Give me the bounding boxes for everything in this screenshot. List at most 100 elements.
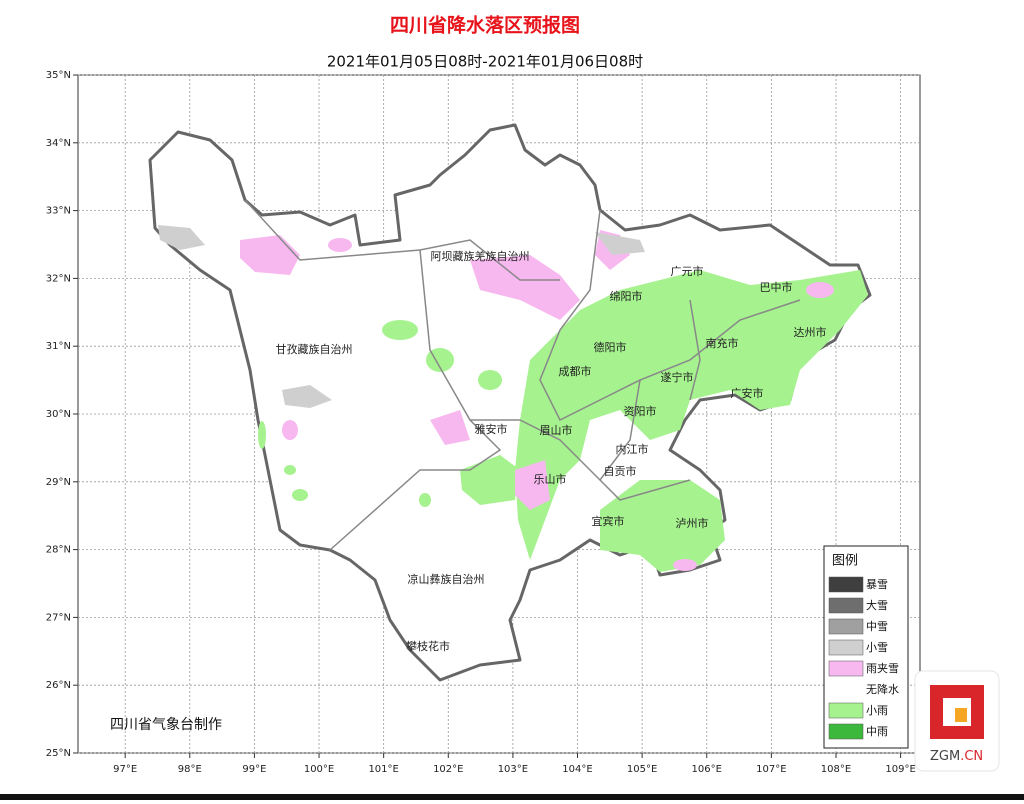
x-tick-label: 103°E — [498, 764, 528, 775]
light-rain-area — [284, 465, 296, 475]
boundary-line — [470, 419, 691, 501]
sleet-area — [806, 282, 834, 298]
watermark-name: ZGM.CN — [930, 749, 983, 764]
watermark: ZGM.CN — [914, 670, 1000, 772]
city-label: 内江市 — [616, 442, 649, 456]
sleet-area — [515, 460, 550, 510]
city-label: 甘孜藏族自治州 — [276, 342, 353, 356]
y-tick-label: 29°N — [46, 477, 71, 488]
legend-swatch — [828, 702, 864, 719]
light-rain-area — [292, 489, 308, 501]
city-label: 达州市 — [794, 325, 827, 339]
city-label: 广安市 — [731, 386, 764, 400]
city-label: 德阳市 — [594, 340, 627, 354]
city-label: 泸州市 — [676, 516, 709, 530]
light-rain-area — [419, 493, 431, 507]
legend-swatch — [828, 576, 864, 593]
legend-label: 小雪 — [866, 641, 888, 654]
legend-swatch — [828, 597, 864, 614]
light-snow-area — [595, 232, 645, 255]
map-subtitle: 2021年01月05日08时-2021年01月06日08时 — [327, 53, 643, 71]
city-label: 雅安市 — [475, 422, 508, 436]
city-label: 成都市 — [559, 364, 592, 378]
x-tick-label: 98°E — [178, 764, 202, 775]
x-tick-label: 106°E — [692, 764, 722, 775]
x-tick-label: 105°E — [627, 764, 657, 775]
sleet-area — [673, 559, 697, 571]
legend-swatch — [829, 682, 863, 697]
legend-title: 图例 — [832, 554, 858, 569]
light-snow-area — [282, 385, 332, 408]
legend-swatch — [828, 660, 864, 677]
precip-areas — [158, 225, 868, 572]
map-title: 四川省降水落区预报图 — [390, 14, 580, 37]
y-tick-label: 28°N — [46, 545, 71, 556]
legend-swatch — [828, 639, 864, 656]
city-label: 遂宁市 — [661, 370, 694, 384]
boundary-line — [244, 199, 560, 281]
light-rain-area — [382, 320, 418, 340]
x-tick-label: 99°E — [242, 764, 266, 775]
light-rain-area — [515, 270, 868, 560]
city-label: 绵阳市 — [610, 289, 643, 303]
boundary-line — [539, 209, 801, 422]
y-tick-label: 25°N — [46, 748, 71, 759]
legend-label: 雨夹雪 — [866, 662, 899, 675]
x-tick-label: 97°E — [113, 764, 137, 775]
sleet-area — [282, 420, 298, 440]
x-tick-label: 107°E — [756, 764, 786, 775]
city-label: 广元市 — [671, 264, 704, 278]
x-tick-label: 100°E — [304, 764, 334, 775]
legend-swatch — [828, 723, 864, 740]
y-tick-label: 35°N — [46, 70, 71, 81]
city-label: 眉山市 — [540, 423, 573, 437]
city-label: 攀枝花市 — [406, 639, 450, 653]
legend-label: 中雪 — [866, 620, 888, 633]
watermark-suffix: .CN — [960, 749, 983, 764]
city-boundaries — [244, 199, 801, 551]
x-tick-label: 104°E — [562, 764, 592, 775]
city-label: 南充市 — [706, 336, 739, 350]
boundary-line — [329, 249, 502, 551]
y-tick-label: 34°N — [46, 138, 71, 149]
light-rain-area — [600, 480, 725, 572]
city-label: 巴中市 — [760, 280, 793, 294]
city-label: 乐山市 — [534, 472, 567, 486]
legend-swatch — [828, 618, 864, 635]
y-tick-label: 27°N — [46, 612, 71, 623]
y-tick-label: 31°N — [46, 341, 71, 352]
y-tick-label: 30°N — [46, 409, 71, 420]
legend-label: 小雨 — [866, 704, 888, 717]
x-tick-label: 101°E — [368, 764, 398, 775]
city-label: 自贡市 — [604, 464, 637, 478]
y-tick-label: 26°N — [46, 680, 71, 691]
light-rain-area — [258, 421, 266, 449]
x-tick-label: 109°E — [885, 764, 915, 775]
city-label: 资阳市 — [624, 404, 657, 418]
x-tick-label: 102°E — [433, 764, 463, 775]
city-label: 宜宾市 — [592, 514, 625, 528]
legend-label: 暴雪 — [866, 578, 888, 591]
light-rain-area — [478, 370, 502, 390]
y-tick-label: 33°N — [46, 206, 71, 217]
light-snow-area — [158, 225, 205, 250]
bottom-bar — [0, 794, 1024, 800]
watermark-logo-dot — [955, 708, 967, 722]
city-label: 阿坝藏族羌族自治州 — [431, 249, 530, 263]
legend-label: 无降水 — [866, 682, 899, 696]
credit: 四川省气象台制作 — [110, 717, 222, 733]
sleet-area — [328, 238, 352, 252]
sleet-area — [430, 410, 470, 445]
legend-label: 大雪 — [866, 598, 888, 612]
sleet-area — [240, 235, 300, 275]
sleet-area — [470, 255, 580, 320]
x-tick-label: 108°E — [821, 764, 851, 775]
legend-label: 中雨 — [866, 725, 888, 738]
watermark-name-part: ZGM — [930, 749, 960, 764]
y-tick-label: 32°N — [46, 273, 71, 284]
city-label: 凉山彝族自治州 — [408, 572, 485, 586]
boundary-line — [599, 299, 701, 481]
